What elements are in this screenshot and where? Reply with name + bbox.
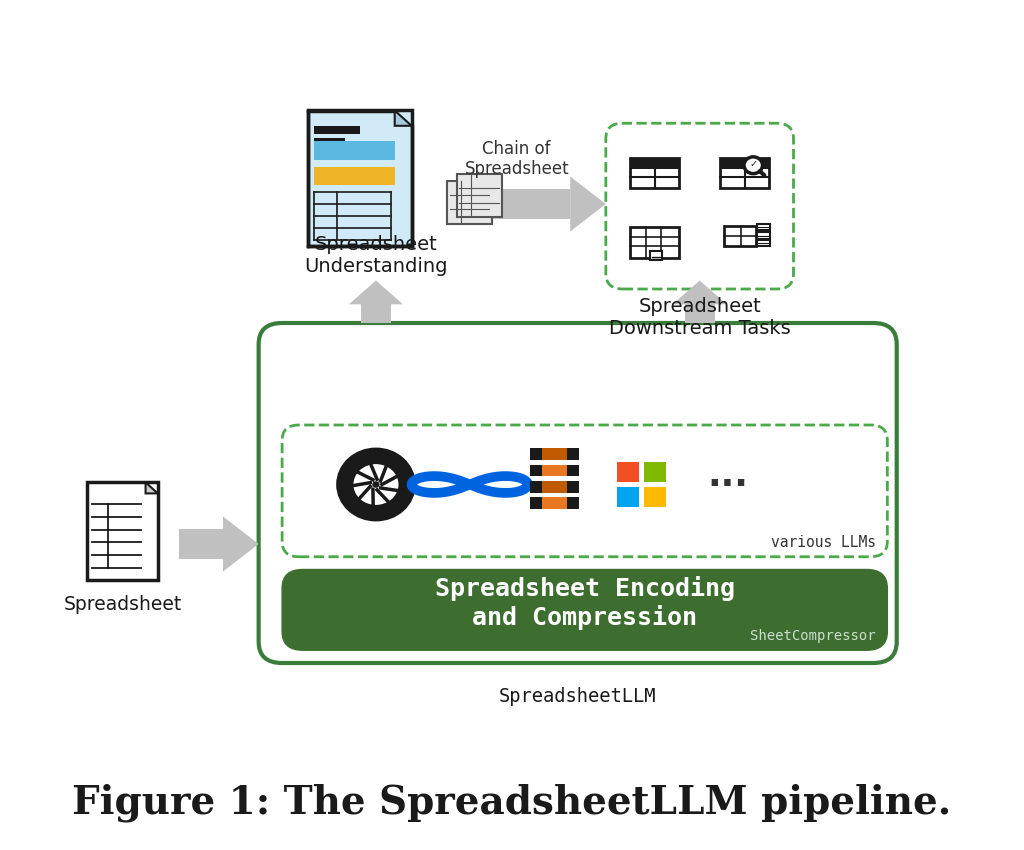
- Polygon shape: [685, 304, 715, 323]
- Bar: [616, 486, 639, 507]
- FancyBboxPatch shape: [259, 323, 897, 663]
- Bar: [529, 496, 542, 508]
- Polygon shape: [570, 177, 606, 231]
- Bar: [644, 462, 667, 483]
- Bar: [308, 110, 412, 246]
- Bar: [630, 157, 679, 189]
- Bar: [314, 167, 394, 185]
- Text: ✓: ✓: [750, 159, 758, 168]
- Text: SpreadsheetLLM: SpreadsheetLLM: [499, 687, 656, 706]
- Text: Figure 1: The SpreadsheetLLM pipeline.: Figure 1: The SpreadsheetLLM pipeline.: [73, 784, 951, 823]
- Polygon shape: [349, 280, 403, 304]
- Circle shape: [373, 481, 380, 488]
- Bar: [644, 486, 667, 507]
- Bar: [529, 464, 579, 476]
- Bar: [567, 481, 579, 493]
- Bar: [529, 464, 542, 476]
- Text: SheetCompressor: SheetCompressor: [751, 630, 877, 643]
- Bar: [529, 481, 579, 493]
- Bar: [567, 496, 579, 508]
- Polygon shape: [360, 304, 391, 323]
- Bar: [529, 449, 579, 461]
- Bar: [720, 157, 769, 189]
- Bar: [650, 252, 662, 260]
- Text: Spreadsheet: Spreadsheet: [63, 595, 181, 614]
- Bar: [529, 449, 542, 461]
- Bar: [630, 227, 679, 258]
- Text: ···: ···: [708, 468, 749, 502]
- Bar: [314, 126, 360, 134]
- FancyBboxPatch shape: [606, 123, 794, 289]
- FancyBboxPatch shape: [282, 425, 888, 557]
- Bar: [757, 232, 770, 239]
- Text: Chain of
Spreadsheet: Chain of Spreadsheet: [464, 139, 569, 178]
- Bar: [314, 141, 394, 160]
- Text: various LLMs: various LLMs: [771, 535, 877, 550]
- Bar: [447, 181, 493, 224]
- Bar: [724, 226, 756, 246]
- Bar: [529, 481, 542, 493]
- Text: Spreadsheet
Understanding: Spreadsheet Understanding: [304, 235, 447, 276]
- Polygon shape: [494, 189, 570, 219]
- Circle shape: [744, 157, 763, 173]
- Bar: [529, 496, 579, 508]
- Bar: [567, 449, 579, 461]
- Bar: [720, 157, 769, 168]
- Bar: [314, 138, 345, 145]
- Polygon shape: [394, 110, 412, 126]
- Text: Spreadsheet
Downstream Tasks: Spreadsheet Downstream Tasks: [609, 298, 791, 338]
- Polygon shape: [179, 529, 223, 559]
- Polygon shape: [145, 483, 158, 493]
- Bar: [567, 464, 579, 476]
- Circle shape: [353, 464, 398, 505]
- Bar: [757, 224, 770, 230]
- Text: Spreadsheet Encoding
and Compression: Spreadsheet Encoding and Compression: [435, 576, 735, 630]
- Bar: [457, 174, 502, 217]
- Polygon shape: [673, 280, 727, 304]
- Bar: [757, 240, 770, 246]
- Bar: [616, 462, 639, 483]
- Polygon shape: [223, 517, 259, 571]
- FancyBboxPatch shape: [282, 570, 888, 650]
- Bar: [630, 157, 679, 168]
- Bar: [87, 483, 158, 581]
